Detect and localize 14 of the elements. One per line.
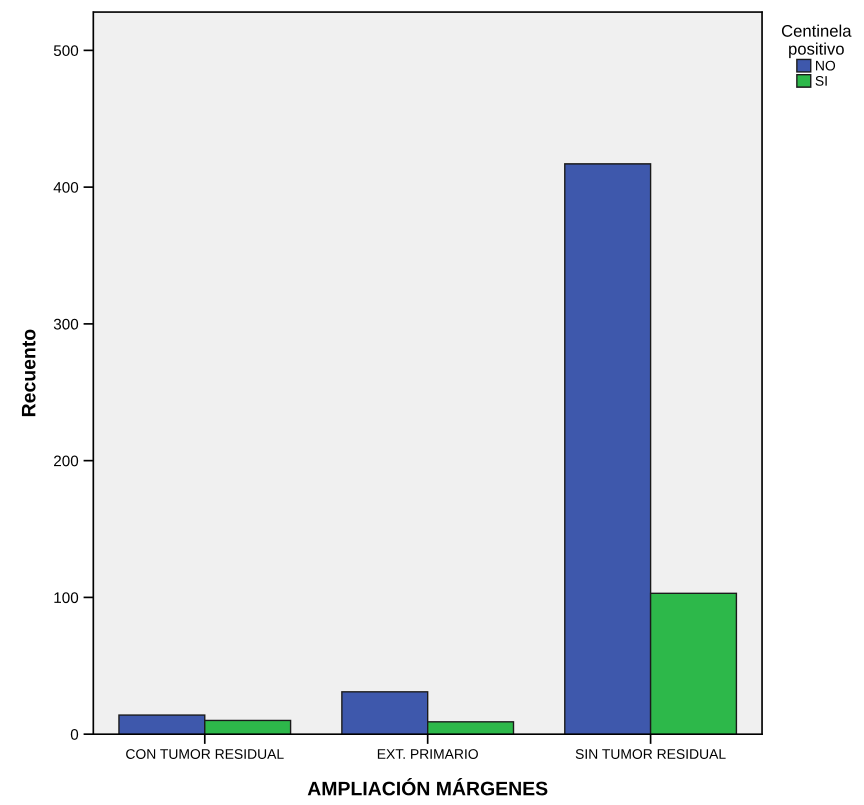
x-tick-label: SIN TUMOR RESIDUAL bbox=[576, 749, 726, 759]
legend-label: SI bbox=[816, 76, 827, 86]
x-axis-title: AMPLIACIÓN MÁRGENES bbox=[308, 778, 548, 796]
y-tick-label: 0 bbox=[70, 729, 78, 740]
y-axis-title: Recuento bbox=[22, 330, 36, 416]
y-tick-label: 500 bbox=[54, 45, 78, 56]
y-tick-label: 400 bbox=[54, 182, 78, 193]
x-tick-label: EXT. PRIMARIO bbox=[378, 749, 478, 759]
x-tick-label: CON TUMOR RESIDUAL bbox=[126, 749, 284, 759]
y-tick-label: 200 bbox=[54, 456, 78, 466]
y-tick-label: 300 bbox=[54, 318, 78, 330]
legend-title: Centinela positivo bbox=[782, 24, 852, 58]
legend-label: NO bbox=[816, 60, 836, 71]
y-tick-label: 100 bbox=[54, 592, 78, 604]
